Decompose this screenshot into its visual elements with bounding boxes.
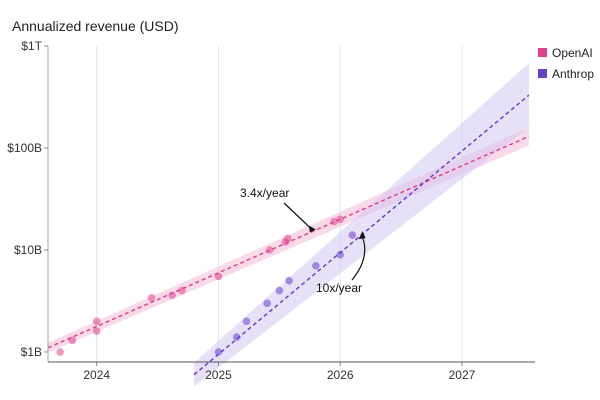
point-openai-4 [147,293,156,302]
point-anthrop-2 [242,317,251,326]
point-openai-3 [92,317,101,326]
grid-lines [96,46,463,362]
point-anthrop-3 [263,299,271,308]
point-openai-10 [284,234,292,243]
data-points [56,215,357,356]
x-tick-label-2025: 2025 [205,368,232,382]
point-anthrop-0 [214,348,223,356]
legend-label-anthrop: Anthrop [552,67,594,81]
point-openai-11 [330,217,338,226]
confidence-bands [48,63,529,387]
legend: OpenAI Anthrop [538,46,594,81]
y-tick-label-$1B: $1B [21,345,42,359]
point-anthrop-6 [312,262,320,270]
point-openai-8 [265,246,274,254]
annotations: 3.4x/year 10x/year [240,186,366,295]
point-anthrop-5 [285,276,293,285]
point-openai-6 [178,286,186,295]
y-tick-label-$1T: $1T [21,39,42,53]
point-openai-1 [68,336,77,345]
axes: 2024 2025 2026 2027 $1B $10B $100B $1T [7,39,535,382]
band-anthrop [194,63,529,387]
point-anthrop-4 [275,286,284,295]
annotation-10x: 10x/year [316,281,362,295]
annotation-3.4x: 3.4x/year [240,186,289,200]
point-openai-5 [168,291,176,300]
point-anthrop-1 [232,333,241,341]
annotation-arrow-3.4x [283,202,313,230]
point-openai-7 [214,272,223,281]
y-tick-label-$10B: $10B [14,243,42,257]
legend-swatch-openai [538,48,547,57]
point-openai-0 [56,348,64,356]
annotation-arrowhead-10x [358,231,366,240]
chart-title: Annualized revenue (USD) [12,18,179,34]
legend-swatch-anthrop [538,69,547,78]
y-tick-label-$100B: $100B [7,141,42,155]
x-tick-label-2026: 2026 [327,368,354,382]
point-anthrop-8 [348,231,357,239]
annotation-arrowhead-3.4x [308,225,316,233]
annotation-arrow-10x [351,236,366,281]
point-openai-2 [92,327,101,335]
point-openai-12 [336,215,345,224]
x-tick-label-2027: 2027 [449,368,476,382]
point-anthrop-7 [336,250,345,259]
legend-label-openai: OpenAI [552,46,593,60]
x-tick-label-2024: 2024 [83,368,110,382]
